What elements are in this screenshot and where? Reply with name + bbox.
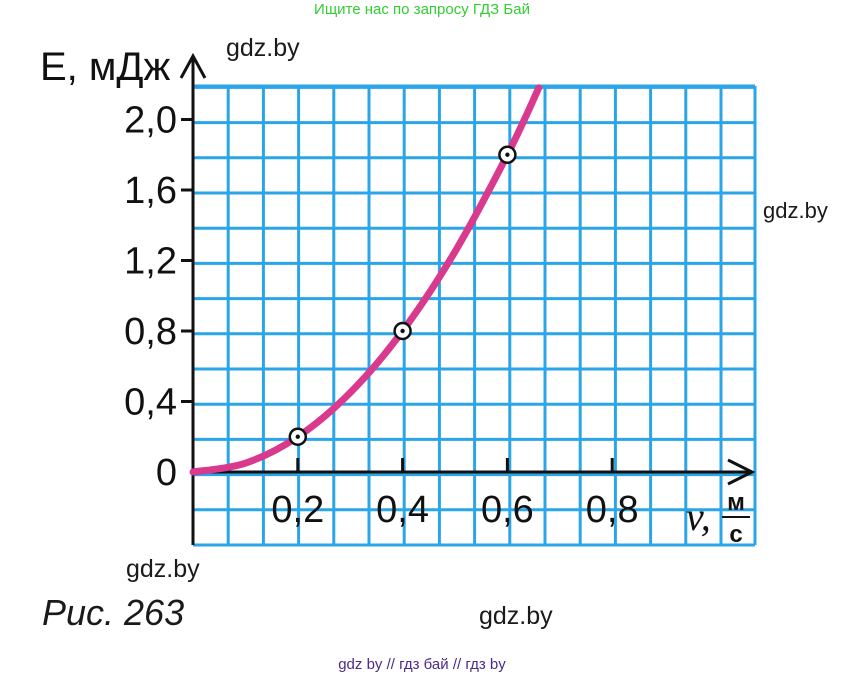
watermark: gdz.by bbox=[126, 555, 200, 583]
x-tick-label: 0,4 bbox=[376, 489, 429, 531]
x-tick-label: 0,2 bbox=[271, 489, 324, 531]
x-unit-numerator: м bbox=[727, 489, 745, 516]
y-tick-label: 0 bbox=[156, 452, 177, 494]
points-layer bbox=[288, 145, 517, 446]
watermark: gdz.by bbox=[226, 34, 300, 62]
search-banner[interactable]: Ищите нас по запросу ГДЗ Бай bbox=[314, 1, 530, 18]
x-tick-label: 0,8 bbox=[586, 489, 639, 531]
y-tick-label: 1,2 bbox=[124, 241, 177, 283]
data-point-dot bbox=[295, 434, 300, 439]
data-point bbox=[288, 427, 308, 446]
y-tick-label: 2,0 bbox=[124, 100, 177, 142]
axes bbox=[179, 52, 756, 545]
y-axis-arrow bbox=[179, 52, 207, 79]
labels-layer: 0 0,4 0,8 1,2 1,6 2,0 0,2 0,4 0,6 0,8 E, мДж v, мс bbox=[40, 45, 750, 548]
x-unit-denominator: с bbox=[729, 521, 742, 548]
data-point bbox=[393, 321, 412, 341]
y-tick-label: 1,6 bbox=[124, 170, 177, 212]
x-axis-label: v, bbox=[686, 494, 711, 539]
grid bbox=[191, 84, 757, 547]
data-point bbox=[498, 145, 517, 164]
figure-caption: Рис. 263 bbox=[42, 592, 185, 633]
data-curve bbox=[189, 84, 543, 476]
y-tick-label: 0,8 bbox=[124, 311, 177, 353]
footer-links[interactable]: gdz by // гдз бай // гдз by bbox=[338, 656, 506, 673]
y-tick-label: 0,4 bbox=[124, 382, 177, 424]
data-point-dot bbox=[505, 152, 510, 157]
watermark: gdz.by bbox=[479, 602, 553, 630]
x-axis-arrow bbox=[727, 458, 756, 486]
x-tick-label: 0,6 bbox=[481, 489, 534, 531]
y-axis-label: E, мДж bbox=[40, 45, 170, 89]
curve-layer bbox=[189, 84, 543, 476]
data-point-dot bbox=[400, 328, 405, 334]
watermark: gdz.by bbox=[763, 198, 828, 223]
